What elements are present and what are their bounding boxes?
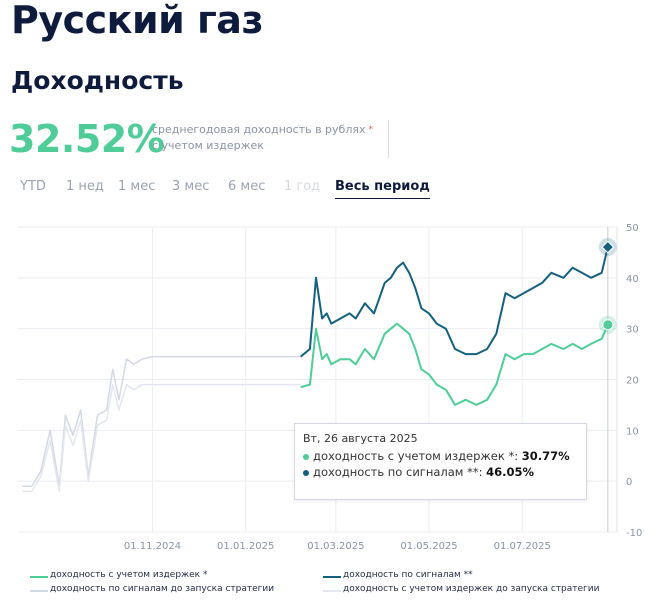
description-line-2: с учетом издержек bbox=[152, 139, 264, 152]
x-tick-label: 01.11.2024 bbox=[124, 541, 181, 552]
y-tick-label: 50 bbox=[626, 223, 639, 234]
vertical-divider bbox=[388, 120, 389, 158]
series-line-2 bbox=[22, 383, 301, 493]
description-line-1: среднегодовая доходность в рублях bbox=[152, 123, 366, 136]
tooltip-label-signals: доходность по сигналам **: bbox=[313, 465, 487, 479]
x-tick-label: 01.01.2025 bbox=[217, 541, 274, 552]
x-tick-label: 01.03.2025 bbox=[307, 541, 364, 552]
legend-label-costs-pre: доходность с учетом издержек до запуска … bbox=[343, 584, 600, 594]
tab-3-months[interactable]: 3 мес bbox=[172, 179, 210, 194]
legend-swatch-signals bbox=[323, 576, 341, 578]
tab-all-period[interactable]: Весь период bbox=[335, 179, 430, 199]
y-tick-label: 0 bbox=[626, 477, 632, 488]
tab-1-week[interactable]: 1 нед bbox=[66, 179, 104, 194]
legend-label-signals: доходность по сигналам ** bbox=[343, 570, 473, 580]
hover-markers bbox=[598, 227, 617, 532]
page-title: Русский газ bbox=[11, 0, 264, 42]
annual-return-value: 32.52% bbox=[9, 117, 165, 161]
x-tick-label: 01.05.2025 bbox=[400, 541, 457, 552]
series-line-3 bbox=[300, 246, 609, 358]
tab-1-month[interactable]: 1 мес bbox=[118, 179, 156, 194]
chart-tooltip: Вт, 26 августа 2025 доходность с учетом … bbox=[294, 423, 587, 500]
legend-swatch-costs-pre bbox=[323, 590, 341, 592]
tooltip-date: Вт, 26 августа 2025 bbox=[303, 432, 418, 445]
chart-series bbox=[22, 246, 609, 493]
tab-ytd[interactable]: YTD bbox=[20, 179, 46, 194]
x-axis-ticks: 01.11.2024 01.01.2025 01.03.2025 01.05.2025… bbox=[124, 541, 551, 552]
chart-legend: доходность с учетом издержек * доходност… bbox=[0, 566, 655, 602]
series-line-4 bbox=[300, 322, 609, 406]
y-tick-label: -10 bbox=[626, 528, 642, 539]
tooltip-value-costs: 30.77% bbox=[521, 449, 570, 463]
tooltip-dot-costs bbox=[303, 453, 309, 460]
footnote-star: * bbox=[368, 125, 374, 135]
returns-chart[interactable]: 50 40 30 20 10 0 -10 01.11.2024 01.01.2025 01.03… bbox=[0, 215, 655, 560]
legend-label-signals-pre: доходность по сигналам до запуска страте… bbox=[50, 584, 275, 594]
section-title: Доходность bbox=[11, 66, 184, 95]
legend-swatch-signals-pre bbox=[30, 590, 48, 592]
tooltip-row-costs: доходность с учетом издержек *: 30.77% bbox=[303, 448, 578, 464]
tooltip-label-costs: доходность с учетом издержек *: bbox=[313, 449, 522, 463]
hover-marker-costs bbox=[602, 319, 614, 331]
tab-6-months[interactable]: 6 мес bbox=[228, 179, 266, 194]
hover-marker-signals bbox=[601, 240, 615, 254]
legend-swatch-costs bbox=[30, 576, 48, 578]
y-tick-label: 30 bbox=[626, 325, 639, 336]
legend-label-costs: доходность с учетом издержек * bbox=[50, 570, 208, 580]
tooltip-row-signals: доходность по сигналам **: 46.05% bbox=[303, 464, 578, 480]
y-tick-label: 10 bbox=[626, 426, 639, 437]
tooltip-dot-signals bbox=[303, 469, 309, 476]
y-tick-label: 20 bbox=[626, 376, 639, 387]
tooltip-value-signals: 46.05% bbox=[486, 465, 535, 479]
x-tick-label: 01.07.2025 bbox=[494, 541, 551, 552]
series-line-1 bbox=[22, 355, 301, 488]
annual-return-description: среднегодовая доходность в рублях * с уче… bbox=[152, 122, 377, 154]
y-axis-ticks: 50 40 30 20 10 0 -10 bbox=[626, 223, 642, 539]
tab-1-year: 1 год bbox=[284, 179, 321, 194]
y-tick-label: 40 bbox=[626, 274, 639, 285]
